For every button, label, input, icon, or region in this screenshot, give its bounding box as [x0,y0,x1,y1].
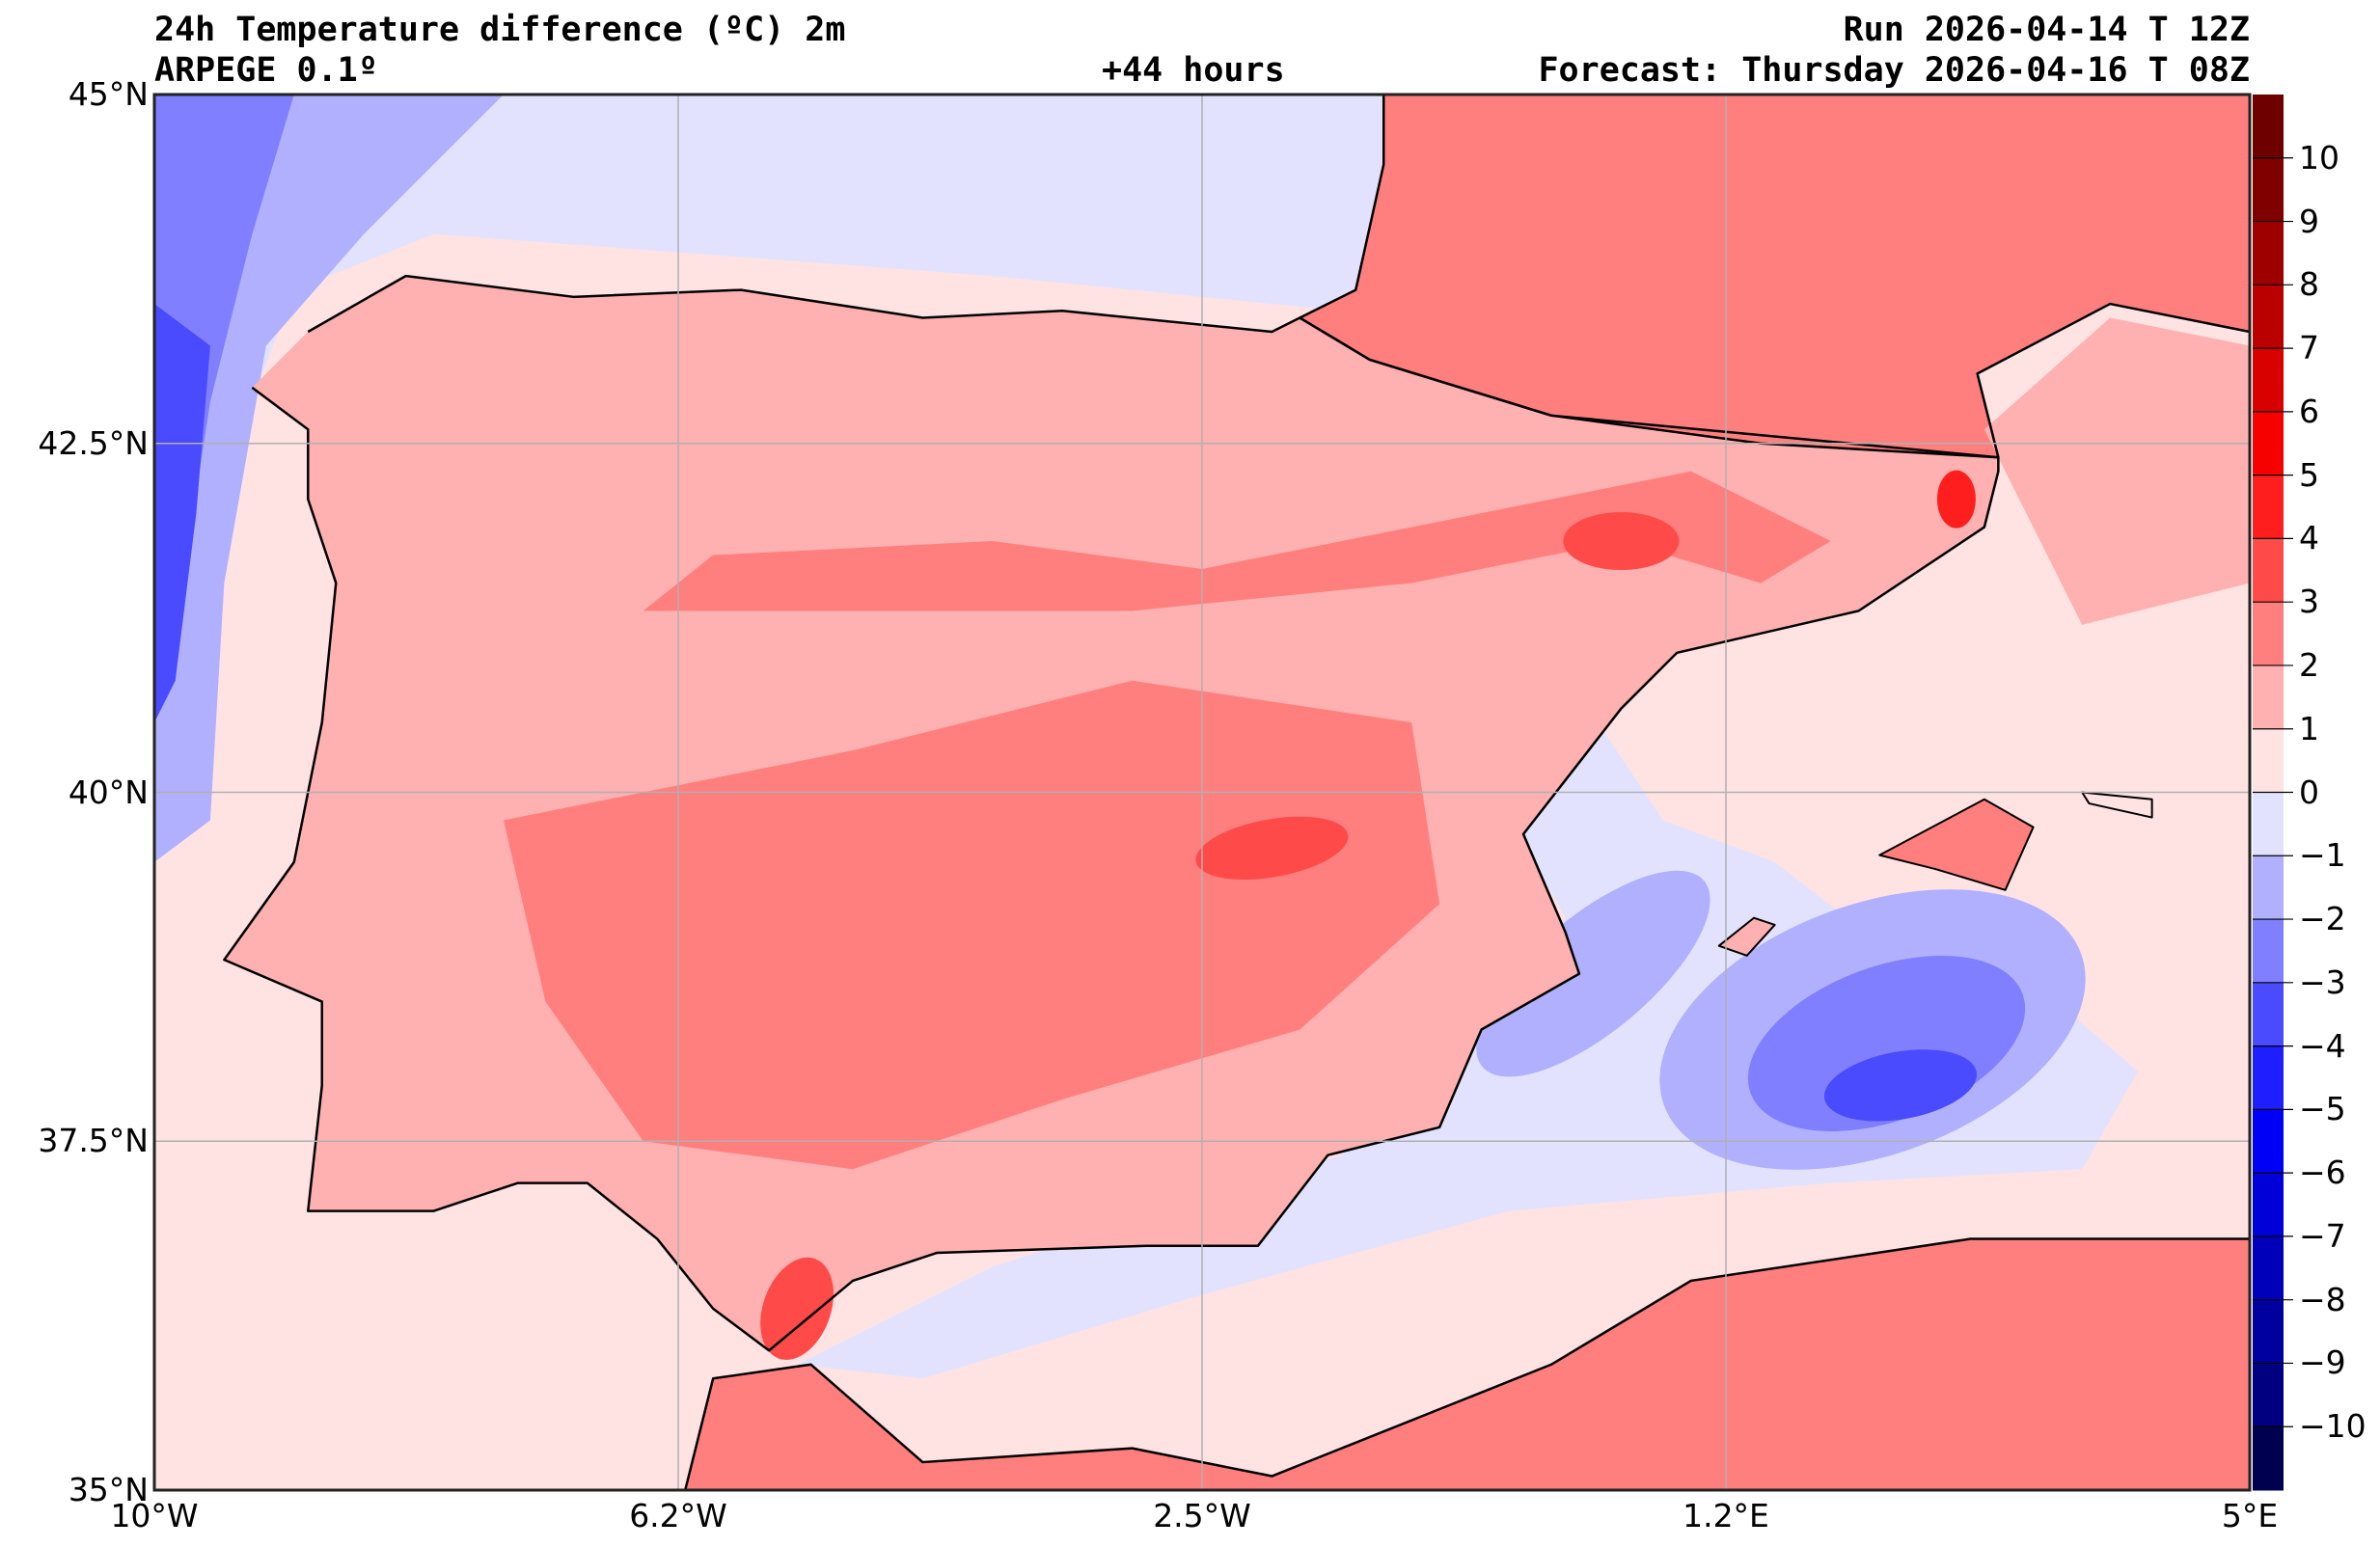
gulf-of-lion-warm [1983,317,2250,625]
coastline [1299,95,2250,459]
colorbar-segment [2253,792,2284,856]
colorbar-tick-label: −2 [2299,900,2346,938]
colorbar-tick-label: −1 [2299,836,2346,875]
colorbar-tick-label: 7 [2299,329,2319,367]
colorbar-segment [2253,1173,2284,1237]
girona-hot-spot [1936,470,1976,529]
map-frame [152,93,2252,1492]
run-label: Run 2026-04-14 T 12Z [1843,11,2250,49]
colorbar-segment [2253,1299,2284,1364]
ebro-warm-band [643,471,1831,611]
colorbar-segment [2253,1109,2284,1174]
balearic-sea-coldest-blob [1823,1049,1978,1122]
colorbar-segment [2253,285,2284,349]
latitude-label: 42.5°N [38,423,149,462]
colorbar-segment [2253,1045,2284,1110]
atlantic-coldest-zone [154,304,210,723]
colorbar-segment [2253,1363,2284,1427]
la-mancha-hot-spot [1195,816,1349,881]
menorca-island [2081,791,2153,819]
colorbar-tick-label: −9 [2299,1343,2346,1382]
colorbar-tick-label: −8 [2299,1280,2346,1318]
longitude-label: 6.2°W [629,1497,727,1534]
france-warm [1299,95,2250,458]
colorbar-segment [2253,348,2284,413]
longitude-label: 10°W [110,1497,199,1534]
colorbar-tick-label: −6 [2299,1153,2346,1192]
colorbar-tick-label: 6 [2299,392,2319,430]
colorbar-segment [2253,475,2284,539]
colorbar-segment [2253,538,2284,603]
colorbar-segment [2253,1235,2284,1301]
longitude-label: 1.2°E [1682,1497,1769,1534]
colorbar-tick-label: 8 [2299,265,2319,304]
latitude-label: 45°N [68,75,149,113]
lead-time-label: +44 hours [1102,51,1285,90]
colorbar-segment [2253,411,2284,476]
forecast-label: Forecast: Thursday 2026-04-16 T 08Z [1538,51,2250,90]
colorbar-segment [2253,602,2284,666]
colorbar-segment [2253,221,2284,285]
colorbar-segment [2253,919,2284,984]
model-label: ARPEGE 0.1º [154,51,378,90]
balearic-sea-cool-blob [1476,870,1710,1077]
colorbar-tick-label: 5 [2299,455,2319,494]
north-africa-warm [685,1238,2250,1490]
longitude-label: 5°E [2221,1497,2279,1534]
colorbar-tick-label: 4 [2299,519,2319,557]
mallorca-island [1878,798,2035,891]
atlantic-cold-zone [154,95,294,723]
chart-title: 24h Temperature difference (ºC) 2m [154,11,846,49]
colorbar-segment [2253,95,2284,159]
colorbar-segment [2253,728,2284,793]
colorbar-tick-label: 3 [2299,583,2319,621]
colorbar-segment [2253,157,2284,223]
colorbar-segment [2253,855,2284,920]
cadiz-hot-spot [760,1257,834,1360]
colorbar-tick-label: −5 [2299,1090,2346,1128]
colorbar-tick-label: 10 [2299,138,2339,176]
colorbar-tick-label: −4 [2299,1026,2346,1065]
latitude-label: 35°N [68,1471,149,1508]
colorbar-tick-label: 9 [2299,202,2319,240]
ibiza-island [1717,916,1776,957]
colorbar-tick-label: −10 [2299,1407,2366,1446]
longitude-label: 2.5°W [1153,1497,1251,1534]
latitude-label: 40°N [68,773,149,811]
colorbar-segment [2253,665,2284,730]
colorbar-tick-label: 2 [2299,645,2319,684]
colorbar-tick-label: −3 [2299,963,2346,1001]
colorbar-segment [2253,982,2284,1047]
central-spain-warm-zone [504,680,1440,1170]
atlantic-cool-zone [154,95,504,862]
colorbar-tick-label: 0 [2299,773,2319,811]
colorbar-tick-label: −7 [2299,1216,2346,1255]
latitude-label: 37.5°N [38,1122,149,1160]
colorbar-segment [2253,1426,2284,1491]
lleida-hot-spot [1563,512,1680,571]
colorbar-tick-label: 1 [2299,709,2319,747]
